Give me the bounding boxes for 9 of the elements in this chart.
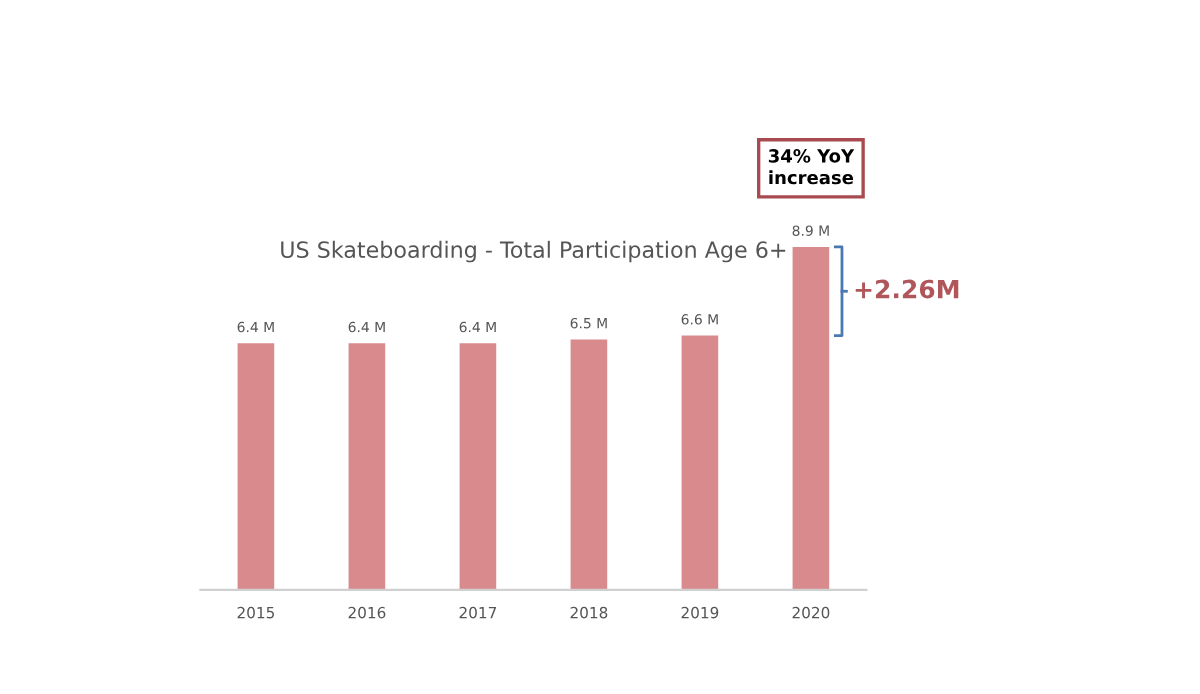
annotation: +2.26M (855, 279, 959, 299)
bar (570, 339, 608, 590)
text: 34% YoY increase (768, 149, 855, 185)
chart-title: US Skateboarding - Total Participation Age 6+ (281, 240, 786, 263)
bar (681, 335, 719, 590)
bar (459, 343, 497, 590)
bar (237, 343, 275, 590)
bar (792, 246, 830, 590)
bar (348, 343, 386, 590)
